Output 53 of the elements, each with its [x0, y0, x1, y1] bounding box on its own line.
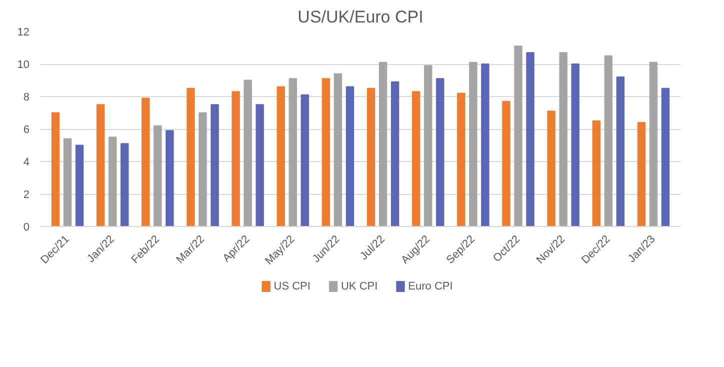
bar — [616, 76, 625, 226]
bar — [604, 55, 612, 226]
bar — [276, 86, 285, 226]
bar — [232, 91, 240, 226]
legend-label: UK CPI — [340, 280, 378, 292]
bar — [334, 73, 342, 226]
y-tick-label: 0 — [23, 222, 30, 234]
bar — [592, 120, 600, 226]
bar — [637, 122, 646, 226]
bar — [142, 98, 150, 226]
bar — [514, 46, 522, 226]
bar — [457, 92, 466, 226]
bar — [481, 64, 490, 226]
y-tick-label: 2 — [23, 189, 30, 201]
y-tick-label: 6 — [23, 124, 30, 136]
chart-title: US/UK/Euro CPI — [298, 8, 424, 26]
bar — [244, 80, 252, 226]
bar — [210, 104, 219, 226]
bar — [547, 110, 556, 226]
bar — [108, 136, 117, 226]
bar — [366, 88, 376, 226]
bar — [436, 78, 444, 226]
bar — [412, 91, 420, 226]
bar — [378, 62, 388, 226]
bar — [120, 143, 129, 226]
bar — [166, 130, 174, 226]
bar — [96, 104, 105, 226]
legend-label: US CPI — [274, 280, 310, 292]
bar — [300, 94, 310, 226]
bar — [63, 138, 72, 226]
y-tick-label: 8 — [23, 92, 30, 104]
bar — [288, 78, 297, 226]
bar — [154, 125, 162, 226]
bar — [571, 64, 580, 226]
bar — [526, 52, 534, 226]
bar — [424, 65, 432, 226]
bar — [649, 62, 658, 226]
bar — [51, 112, 60, 226]
bar — [322, 78, 330, 226]
bar — [198, 112, 207, 226]
bar — [346, 86, 354, 226]
bar — [186, 88, 195, 226]
bar — [256, 104, 264, 226]
y-tick-label: 10 — [17, 59, 30, 71]
y-tick-label: 4 — [23, 156, 30, 168]
bar — [390, 81, 400, 226]
bar — [661, 88, 670, 226]
y-tick-label: 12 — [17, 26, 30, 38]
bar — [502, 100, 510, 226]
bar — [559, 52, 568, 226]
legend-label: Euro CPI — [408, 280, 453, 292]
bar — [469, 62, 478, 226]
bar — [75, 144, 84, 226]
